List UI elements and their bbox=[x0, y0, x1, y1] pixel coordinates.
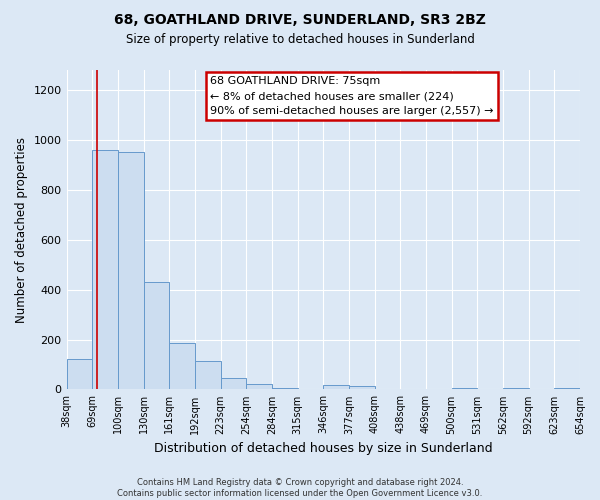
Bar bbox=[349, 386, 374, 390]
X-axis label: Distribution of detached houses by size in Sunderland: Distribution of detached houses by size … bbox=[154, 442, 493, 455]
Y-axis label: Number of detached properties: Number of detached properties bbox=[15, 136, 28, 322]
Bar bbox=[195, 360, 221, 390]
Bar bbox=[118, 152, 143, 390]
Bar bbox=[169, 344, 195, 390]
Bar bbox=[272, 388, 298, 390]
Text: Contains HM Land Registry data © Crown copyright and database right 2024.
Contai: Contains HM Land Registry data © Crown c… bbox=[118, 478, 482, 498]
Bar bbox=[143, 282, 169, 390]
Bar bbox=[92, 150, 118, 390]
Bar bbox=[554, 388, 580, 390]
Text: 68 GOATHLAND DRIVE: 75sqm
← 8% of detached houses are smaller (224)
90% of semi-: 68 GOATHLAND DRIVE: 75sqm ← 8% of detach… bbox=[211, 76, 494, 116]
Bar bbox=[503, 388, 529, 390]
Bar bbox=[246, 384, 272, 390]
Bar bbox=[221, 378, 246, 390]
Text: 68, GOATHLAND DRIVE, SUNDERLAND, SR3 2BZ: 68, GOATHLAND DRIVE, SUNDERLAND, SR3 2BZ bbox=[114, 12, 486, 26]
Bar bbox=[452, 388, 478, 390]
Text: Size of property relative to detached houses in Sunderland: Size of property relative to detached ho… bbox=[125, 32, 475, 46]
Bar bbox=[323, 385, 349, 390]
Bar bbox=[67, 360, 92, 390]
